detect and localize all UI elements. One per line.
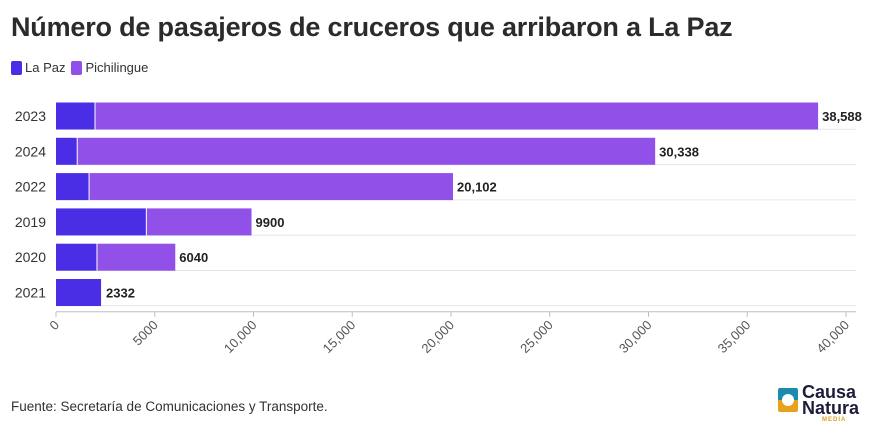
- bar-total-label: 9900: [256, 215, 285, 230]
- legend-label-pichilingue: Pichilingue: [85, 60, 149, 75]
- bar-segment: [56, 173, 89, 201]
- bar-chart: 0 5000 10,000 15,000 20,000 25,000 30,000 35,00…: [15, 102, 862, 356]
- x-tick-label: 35,000: [715, 317, 754, 356]
- bar-total-label: 20,102: [457, 180, 497, 195]
- legend-item-pichilingue: Pichilingue: [71, 60, 148, 75]
- legend-swatch-la-paz: [11, 60, 22, 75]
- bar-segment: [77, 137, 656, 165]
- bar-segment: [89, 173, 454, 201]
- y-category-label: 2020: [15, 249, 46, 265]
- causa-natura-logo: Causa Natura MEDIA: [776, 382, 876, 434]
- y-category-label: 2021: [15, 285, 46, 301]
- logo-mark-icon: [778, 388, 798, 412]
- logo-line-1: Causa: [802, 382, 857, 402]
- y-category-label: 2022: [15, 179, 46, 195]
- y-category-label: 2019: [15, 214, 46, 230]
- logo-line-2: Natura: [802, 398, 860, 418]
- chart-title: Número de pasajeros de cruceros que arri…: [11, 12, 733, 42]
- x-tick-label: 10,000: [221, 317, 260, 356]
- legend: La Paz Pichilingue: [11, 60, 154, 75]
- bar-segment: [56, 102, 95, 130]
- bar-segment: [97, 243, 176, 271]
- x-tick-label: 5000: [130, 317, 161, 348]
- x-tick-label: 0: [46, 317, 62, 333]
- legend-item-la-paz: La Paz: [11, 60, 65, 75]
- x-tick-label: 40,000: [813, 317, 852, 356]
- bar-total-label: 38,588: [822, 109, 862, 124]
- bar-segment: [146, 208, 252, 236]
- x-tick-label: 30,000: [616, 317, 655, 356]
- bar-segment: [56, 208, 146, 236]
- bar-segment: [56, 279, 102, 306]
- bar-segment: [56, 137, 77, 165]
- legend-label-la-paz: La Paz: [25, 60, 66, 75]
- y-category-label: 2024: [15, 143, 46, 159]
- x-tick-label: 20,000: [418, 317, 457, 356]
- bar-segment: [95, 102, 819, 130]
- bar-total-label: 6040: [179, 250, 208, 265]
- x-tick-label: 25,000: [517, 317, 556, 356]
- legend-swatch-pichilingue: [71, 60, 83, 75]
- logo-line-3: MEDIA: [822, 417, 847, 423]
- y-category-label: 2023: [15, 108, 46, 124]
- bar-total-label: 30,338: [659, 144, 699, 159]
- bar-total-label: 2332: [106, 286, 135, 301]
- source-note: Fuente: Secretaría de Comunicaciones y T…: [11, 399, 328, 414]
- x-tick-label: 15,000: [320, 317, 359, 356]
- bar-segment: [56, 243, 97, 271]
